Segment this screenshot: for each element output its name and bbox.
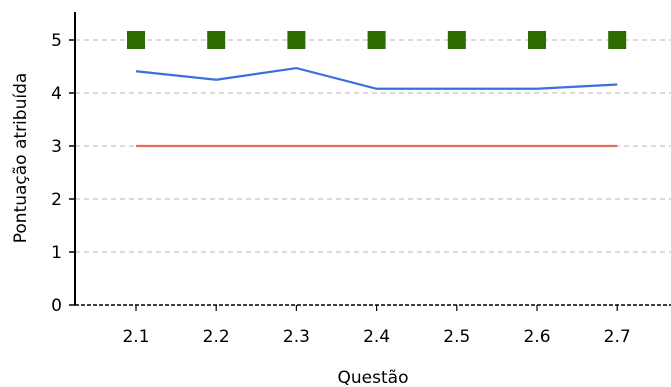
x-tick-label-2.6: 2.6 <box>523 327 550 347</box>
series-0-point-2.6 <box>528 31 546 49</box>
y-tick-label-1: 1 <box>51 243 62 263</box>
y-tick-label-0: 0 <box>51 296 62 316</box>
series-0-point-2.3 <box>287 31 306 49</box>
x-tick-label-2.5: 2.5 <box>443 327 470 347</box>
x-axis-title: Questão <box>338 368 409 387</box>
x-tick-label-2.7: 2.7 <box>604 327 631 347</box>
series-0-point-2.7 <box>608 31 627 49</box>
series-1-line <box>135 66 618 90</box>
series-0-point-2.2 <box>207 31 226 49</box>
series-0-point-2.1 <box>127 31 145 49</box>
y-tick-layer: 0 1 2 3 4 5 <box>51 31 75 316</box>
x-tick-layer: 2.1 2.2 2.3 2.4 2.5 2.6 2.7 <box>122 305 631 347</box>
axes-layer <box>74 12 671 306</box>
series-0-point-2.5 <box>447 31 466 49</box>
series-0-point-2.4 <box>367 31 386 49</box>
y-tick-label-3: 3 <box>51 137 62 157</box>
x-tick-label-2.1: 2.1 <box>122 327 149 347</box>
x-tick-label-2.2: 2.2 <box>203 327 230 347</box>
x-tick-label-2.3: 2.3 <box>283 327 310 347</box>
y-axis-title: Pontuação atribuída <box>11 73 31 244</box>
x-tick-label-2.4: 2.4 <box>363 327 390 347</box>
y-tick-label-5: 5 <box>51 31 62 51</box>
series-layer <box>127 31 627 148</box>
y-tick-label-2: 2 <box>51 190 62 210</box>
y-tick-label-4: 4 <box>51 84 62 104</box>
